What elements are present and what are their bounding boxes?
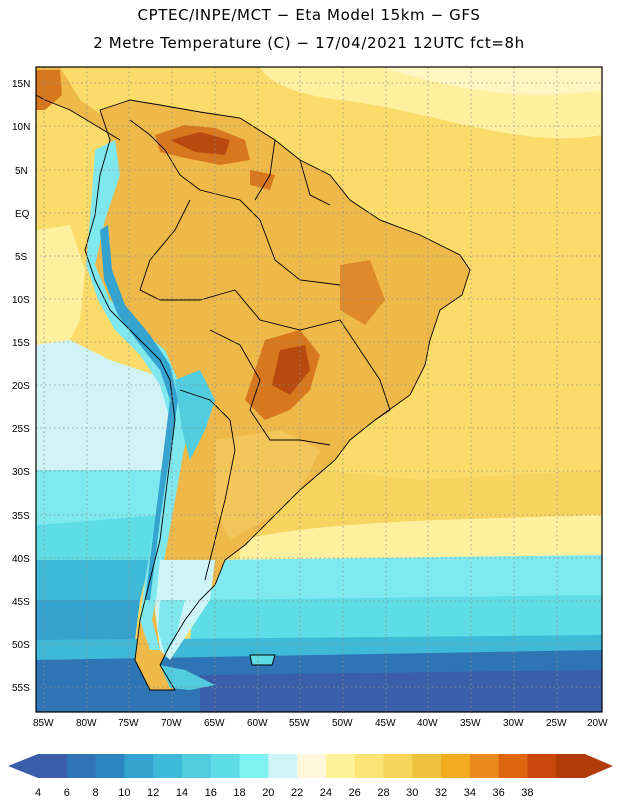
colorbar-swatch [297,754,327,778]
colorbar-swatch [124,754,154,778]
colorbar-label: 20 [262,787,274,799]
lon-label: 40W [417,718,438,729]
lat-label: 25S [12,424,30,435]
colorbar-swatch [498,754,528,778]
colorbar-swatch [527,754,557,778]
lon-label: 55W [289,718,310,729]
colorbar-swatch [354,754,384,778]
colorbar-swatch [383,754,413,778]
colorbar-label: 4 [35,787,41,799]
colorbar-labels: 4 6 8 10 12 14 16 18 20 22 24 26 28 30 32 34 36 38 [35,787,534,799]
lon-label: 65W [204,718,225,729]
lat-label: 40S [12,554,30,565]
colorbar-swatch [181,754,212,778]
colorbar-swatch [268,754,298,778]
colorbar-label: 22 [291,787,303,799]
colorbar-label: 14 [176,787,188,799]
colorbar-label: 32 [435,787,447,799]
colorbar-swatch [95,754,125,778]
lon-label: 20W [587,718,608,729]
colorbar-label: 12 [147,787,159,799]
colorbar-swatch [239,754,269,778]
lat-label: 55S [12,683,30,694]
colorbar-label: 26 [349,787,361,799]
temperature-field [36,67,602,712]
colorbar-swatch [153,754,183,778]
lat-label: 5N [15,166,28,177]
colorbar-swatches [38,754,586,778]
lon-label: 75W [118,718,139,729]
lat-label: 45S [12,597,30,608]
map-frame [35,66,603,713]
colorbar-arrow-right [585,754,613,778]
colorbar-label: 36 [493,787,505,799]
colorbar-label: 18 [233,787,245,799]
colorbar-swatch [38,754,68,778]
colorbar-swatch [441,754,471,778]
colorbar-swatch [210,754,241,778]
lat-label: 10N [12,122,30,133]
lat-label: 10S [12,295,30,306]
longitude-labels: 85W 80W 75W 70W 65W 60W 55W 50W 45W 40W … [33,718,608,729]
lon-label: 35W [460,718,481,729]
lon-label: 85W [33,718,54,729]
colorbar-label: 28 [377,787,389,799]
colorbar-label: 30 [406,787,418,799]
map-title-line2: 2 Metre Temperature (C) − 17/04/2021 12U… [93,34,525,52]
colorbar-label: 34 [464,787,476,799]
colorbar-label: 6 [64,787,70,799]
colorbar-label: 38 [521,787,533,799]
lat-label: 15S [12,338,30,349]
lat-label: 20S [12,381,30,392]
lon-label: 80W [76,718,97,729]
map-title-line1: CPTEC/INPE/MCT − Eta Model 15km − GFS [137,6,481,24]
latitude-labels: 15N 10N 5N EQ 5S 10S 15S 20S 25S 30S 35S… [12,79,30,694]
lon-label: 25W [546,718,567,729]
colorbar-swatch [412,754,442,778]
lon-label: 70W [161,718,182,729]
colorbar-swatch [325,754,356,778]
colorbar-swatch [556,754,586,778]
colorbar: 4 6 8 10 12 14 16 18 20 22 24 26 28 30 32 34 36 38 [8,754,613,799]
lat-label: 5S [15,252,28,263]
lon-label: 60W [247,718,268,729]
colorbar-swatch [469,754,500,778]
lat-label: 15N [12,79,30,90]
colorbar-label: 10 [118,787,130,799]
lat-label: EQ [15,209,30,220]
lon-label: 30W [503,718,524,729]
colorbar-arrow-left [8,754,38,778]
colorbar-label: 24 [320,787,332,799]
lon-label: 45W [375,718,396,729]
lat-label: 30S [12,467,30,478]
lat-label: 50S [12,640,30,651]
colorbar-label: 8 [93,787,99,799]
temperature-map: 15N 10N 5N EQ 5S 10S 15S 20S 25S 30S 35S… [12,66,608,729]
colorbar-label: 16 [205,787,217,799]
lon-label: 50W [332,718,353,729]
coastlines [36,94,471,691]
lat-label: 35S [12,511,30,522]
colorbar-swatch [66,754,97,778]
